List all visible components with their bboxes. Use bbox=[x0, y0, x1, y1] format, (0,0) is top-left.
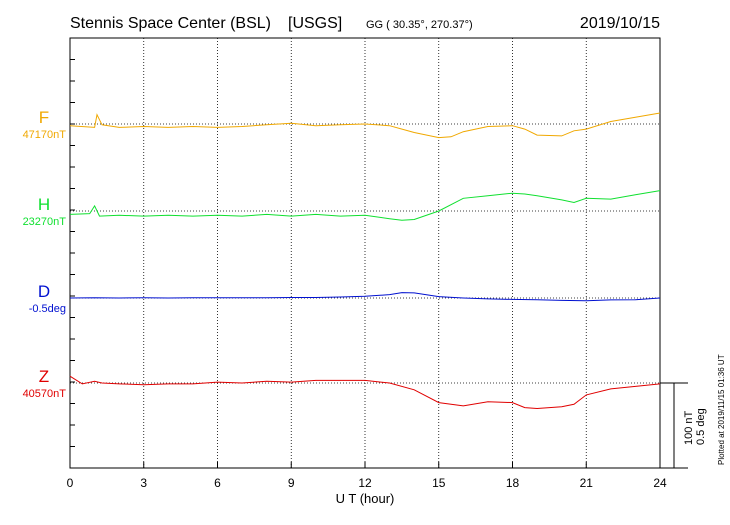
coords-label: GG ( 30.35°, 270.37°) bbox=[366, 19, 473, 31]
series-d-name: D bbox=[38, 282, 50, 301]
series-h-line bbox=[69, 190, 661, 221]
x-tick-label: 18 bbox=[506, 476, 520, 490]
scale-nt-label: 100 nT bbox=[683, 410, 695, 445]
series-d-line bbox=[69, 292, 661, 302]
x-tick-label: 9 bbox=[288, 476, 295, 490]
station-title: Stennis Space Center (BSL) bbox=[70, 15, 271, 32]
scale-bar: 100 nT 0.5 deg bbox=[660, 382, 707, 469]
series-z-name: Z bbox=[39, 367, 49, 386]
network-label: [USGS] bbox=[288, 15, 342, 32]
series-d-baseline-label: -0.5deg bbox=[29, 303, 66, 315]
x-tick-label: 3 bbox=[140, 476, 147, 490]
series-lines bbox=[69, 112, 661, 410]
x-tick-label: 21 bbox=[580, 476, 594, 490]
x-tick-label: 24 bbox=[653, 476, 667, 490]
series-h-name: H bbox=[38, 195, 50, 214]
gridlines bbox=[143, 38, 587, 468]
x-tick-label: 0 bbox=[67, 476, 74, 490]
x-tick-label: 12 bbox=[358, 476, 372, 490]
series-f-baseline-label: 47170nT bbox=[23, 129, 67, 141]
date-label: 2019/10/15 bbox=[580, 15, 660, 32]
x-tick-label: 15 bbox=[432, 476, 446, 490]
series-f-name: F bbox=[39, 108, 49, 127]
x-axis-label: U T (hour) bbox=[336, 491, 395, 506]
x-axis-ticks: 0 3 6 9 12 15 18 21 24 bbox=[67, 37, 667, 490]
series-z-baseline-label: 40570nT bbox=[23, 388, 67, 400]
x-tick-label: 6 bbox=[214, 476, 221, 490]
scale-deg-label: 0.5 deg bbox=[695, 408, 707, 445]
plotted-timestamp: Plotted at 2019/11/15 01:36 UT bbox=[717, 354, 726, 465]
series-f-line bbox=[69, 112, 661, 139]
series-labels: F 47170nT H 23270nT D -0.5deg Z 40570nT bbox=[23, 108, 67, 400]
plot-frame bbox=[69, 37, 661, 469]
series-h-baseline-label: 23270nT bbox=[23, 216, 67, 228]
series-z-line bbox=[69, 375, 661, 410]
